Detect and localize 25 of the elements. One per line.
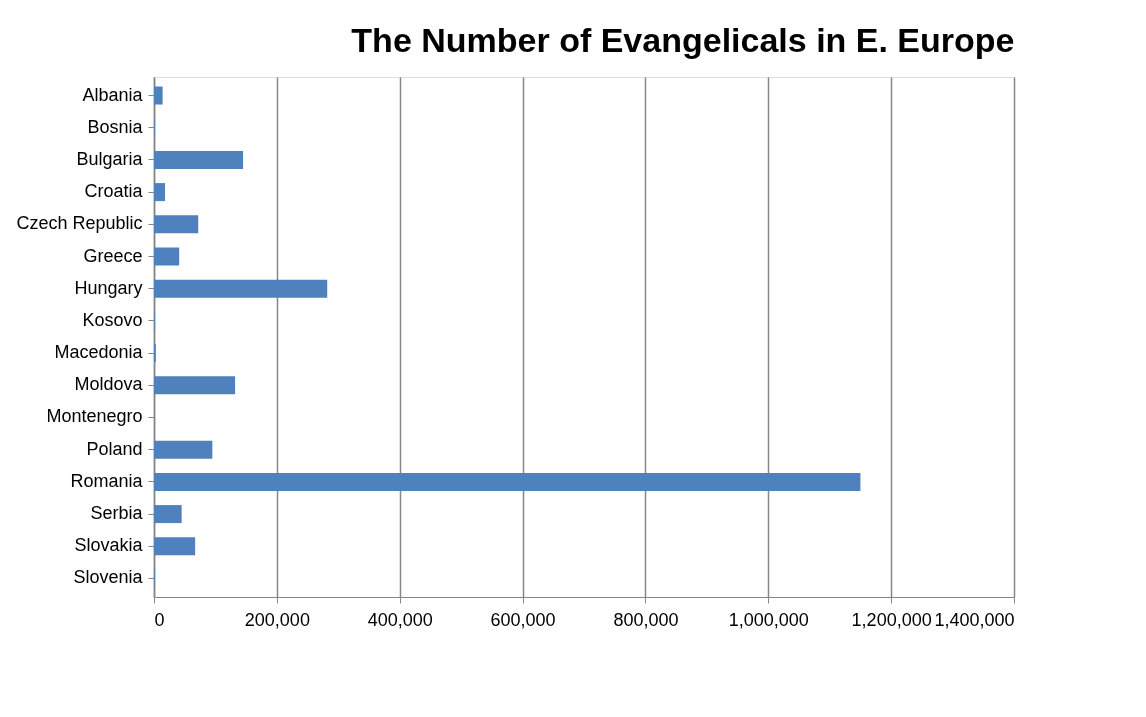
x-tick-label: 400,000: [367, 609, 433, 630]
x-tick-label: 200,000: [244, 609, 310, 630]
y-tick-label: Romania: [70, 470, 144, 491]
chart-title: The Number of Evangelicals in E. Europe: [351, 21, 1015, 59]
y-tick-label: Greece: [83, 245, 143, 266]
y-tick-label: Macedonia: [54, 342, 144, 363]
y-tick-label: Serbia: [90, 503, 144, 524]
x-tick-label: 1,200,000: [851, 609, 932, 630]
y-tick-label: Bulgaria: [76, 148, 144, 169]
y-tick-label: Bosnia: [87, 116, 144, 137]
x-tick-label: 600,000: [490, 609, 556, 630]
y-tick-label: Albania: [82, 84, 144, 105]
y-tick-label: Poland: [86, 438, 143, 459]
y-tick-label: Kosovo: [82, 309, 143, 330]
y-tick-label: Hungary: [74, 277, 143, 298]
y-tick-label: Slovenia: [73, 567, 144, 588]
y-tick-label: Moldova: [74, 374, 144, 395]
y-tick-label: Croatia: [84, 181, 144, 202]
x-tick-label: 1,000,000: [728, 609, 809, 630]
x-tick-label: 1,400,000: [934, 609, 1015, 630]
y-tick-label: Slovakia: [74, 535, 144, 556]
y-tick-label: Montenegro: [46, 406, 143, 427]
x-tick-label: 800,000: [613, 609, 679, 630]
y-tick-label: Czech Republic: [16, 213, 143, 234]
x-tick-label: 0: [154, 609, 165, 630]
